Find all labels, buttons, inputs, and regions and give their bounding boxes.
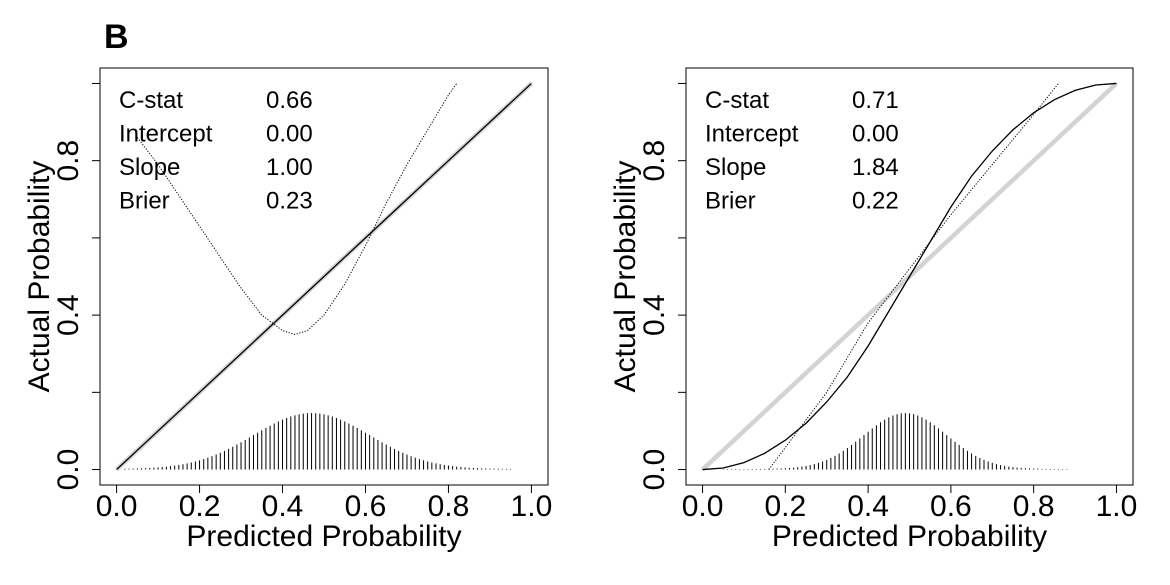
calibration-plot-right: 0.0 0.2 0.4 0.6 0.8 1.0 0.0 0.4 0.8 Predicted P…	[609, 67, 1138, 553]
y-tick-label: 0.0	[638, 449, 671, 491]
stat-label: Brier	[119, 188, 170, 215]
x-tick-label: 0.0	[682, 490, 724, 523]
x-tick-label: 0.2	[764, 490, 806, 523]
stat-label: Slope	[119, 154, 180, 181]
stat-label: Intercept	[705, 121, 799, 148]
x-tick-label: 1.0	[511, 490, 553, 523]
loess-curve-left	[136, 83, 458, 335]
panel-label: B	[104, 18, 129, 56]
calibration-curve-left	[116, 82, 532, 471]
stat-label: Slope	[705, 154, 766, 181]
stat-label: C-stat	[119, 87, 183, 114]
y-tick-label: 0.8	[52, 140, 85, 182]
stat-value: 1.84	[852, 154, 899, 181]
x-tick-label: 1.0	[1096, 490, 1138, 523]
stat-value: 0.00	[852, 121, 899, 148]
stat-label: Intercept	[119, 121, 213, 148]
stat-value: 0.66	[266, 87, 313, 114]
y-axis-title-right: Actual Probability	[609, 161, 642, 393]
stat-value: 0.23	[266, 188, 313, 215]
x-axis-right: 0.0 0.2 0.4 0.6 0.8 1.0	[682, 485, 1138, 523]
stat-label: Brier	[705, 188, 756, 215]
x-tick-label: 0.0	[96, 490, 138, 523]
x-tick-label: 0.2	[179, 490, 221, 523]
y-axis-left: 0.0 0.4 0.8	[52, 82, 100, 491]
stat-value: 0.71	[852, 87, 899, 114]
stats-table-left: C-stat 0.66 Intercept 0.00 Slope 1.00 Br…	[119, 87, 313, 215]
y-tick-label: 0.4	[52, 294, 85, 336]
plot-frame-right	[685, 67, 1134, 486]
y-tick-label: 0.4	[638, 294, 671, 336]
stat-value: 0.22	[852, 188, 899, 215]
x-axis-left: 0.0 0.2 0.4 0.6 0.8 1.0	[96, 485, 553, 523]
stat-value: 0.00	[266, 121, 313, 148]
y-axis-title-left: Actual Probability	[23, 161, 56, 393]
x-tick-label: 0.8	[1013, 490, 1055, 523]
loess-curve-right	[768, 83, 1059, 470]
stat-label: C-stat	[705, 87, 769, 114]
y-tick-label: 0.0	[52, 449, 85, 491]
y-axis-right: 0.0 0.4 0.8	[638, 82, 686, 491]
x-tick-label: 0.6	[930, 490, 972, 523]
x-axis-title-right: Predicted Probability	[772, 520, 1047, 553]
x-tick-label: 0.4	[847, 490, 889, 523]
histogram-left	[124, 413, 512, 470]
stats-table-right: C-stat 0.71 Intercept 0.00 Slope 1.84 Br…	[705, 87, 899, 215]
histogram-right	[722, 413, 1068, 470]
calibration-plot-left: 0.0 0.2 0.4 0.6 0.8 1.0 0.0 0.4 0.8 Predicted P…	[23, 67, 553, 553]
y-tick-label: 0.8	[638, 140, 671, 182]
x-axis-title-left: Predicted Probability	[186, 520, 461, 553]
x-tick-label: 0.4	[262, 490, 304, 523]
stat-value: 1.00	[266, 154, 313, 181]
x-tick-label: 0.8	[428, 490, 470, 523]
calibration-curve-right	[702, 82, 1117, 471]
x-tick-label: 0.6	[345, 490, 387, 523]
plot-frame-left	[99, 67, 549, 486]
